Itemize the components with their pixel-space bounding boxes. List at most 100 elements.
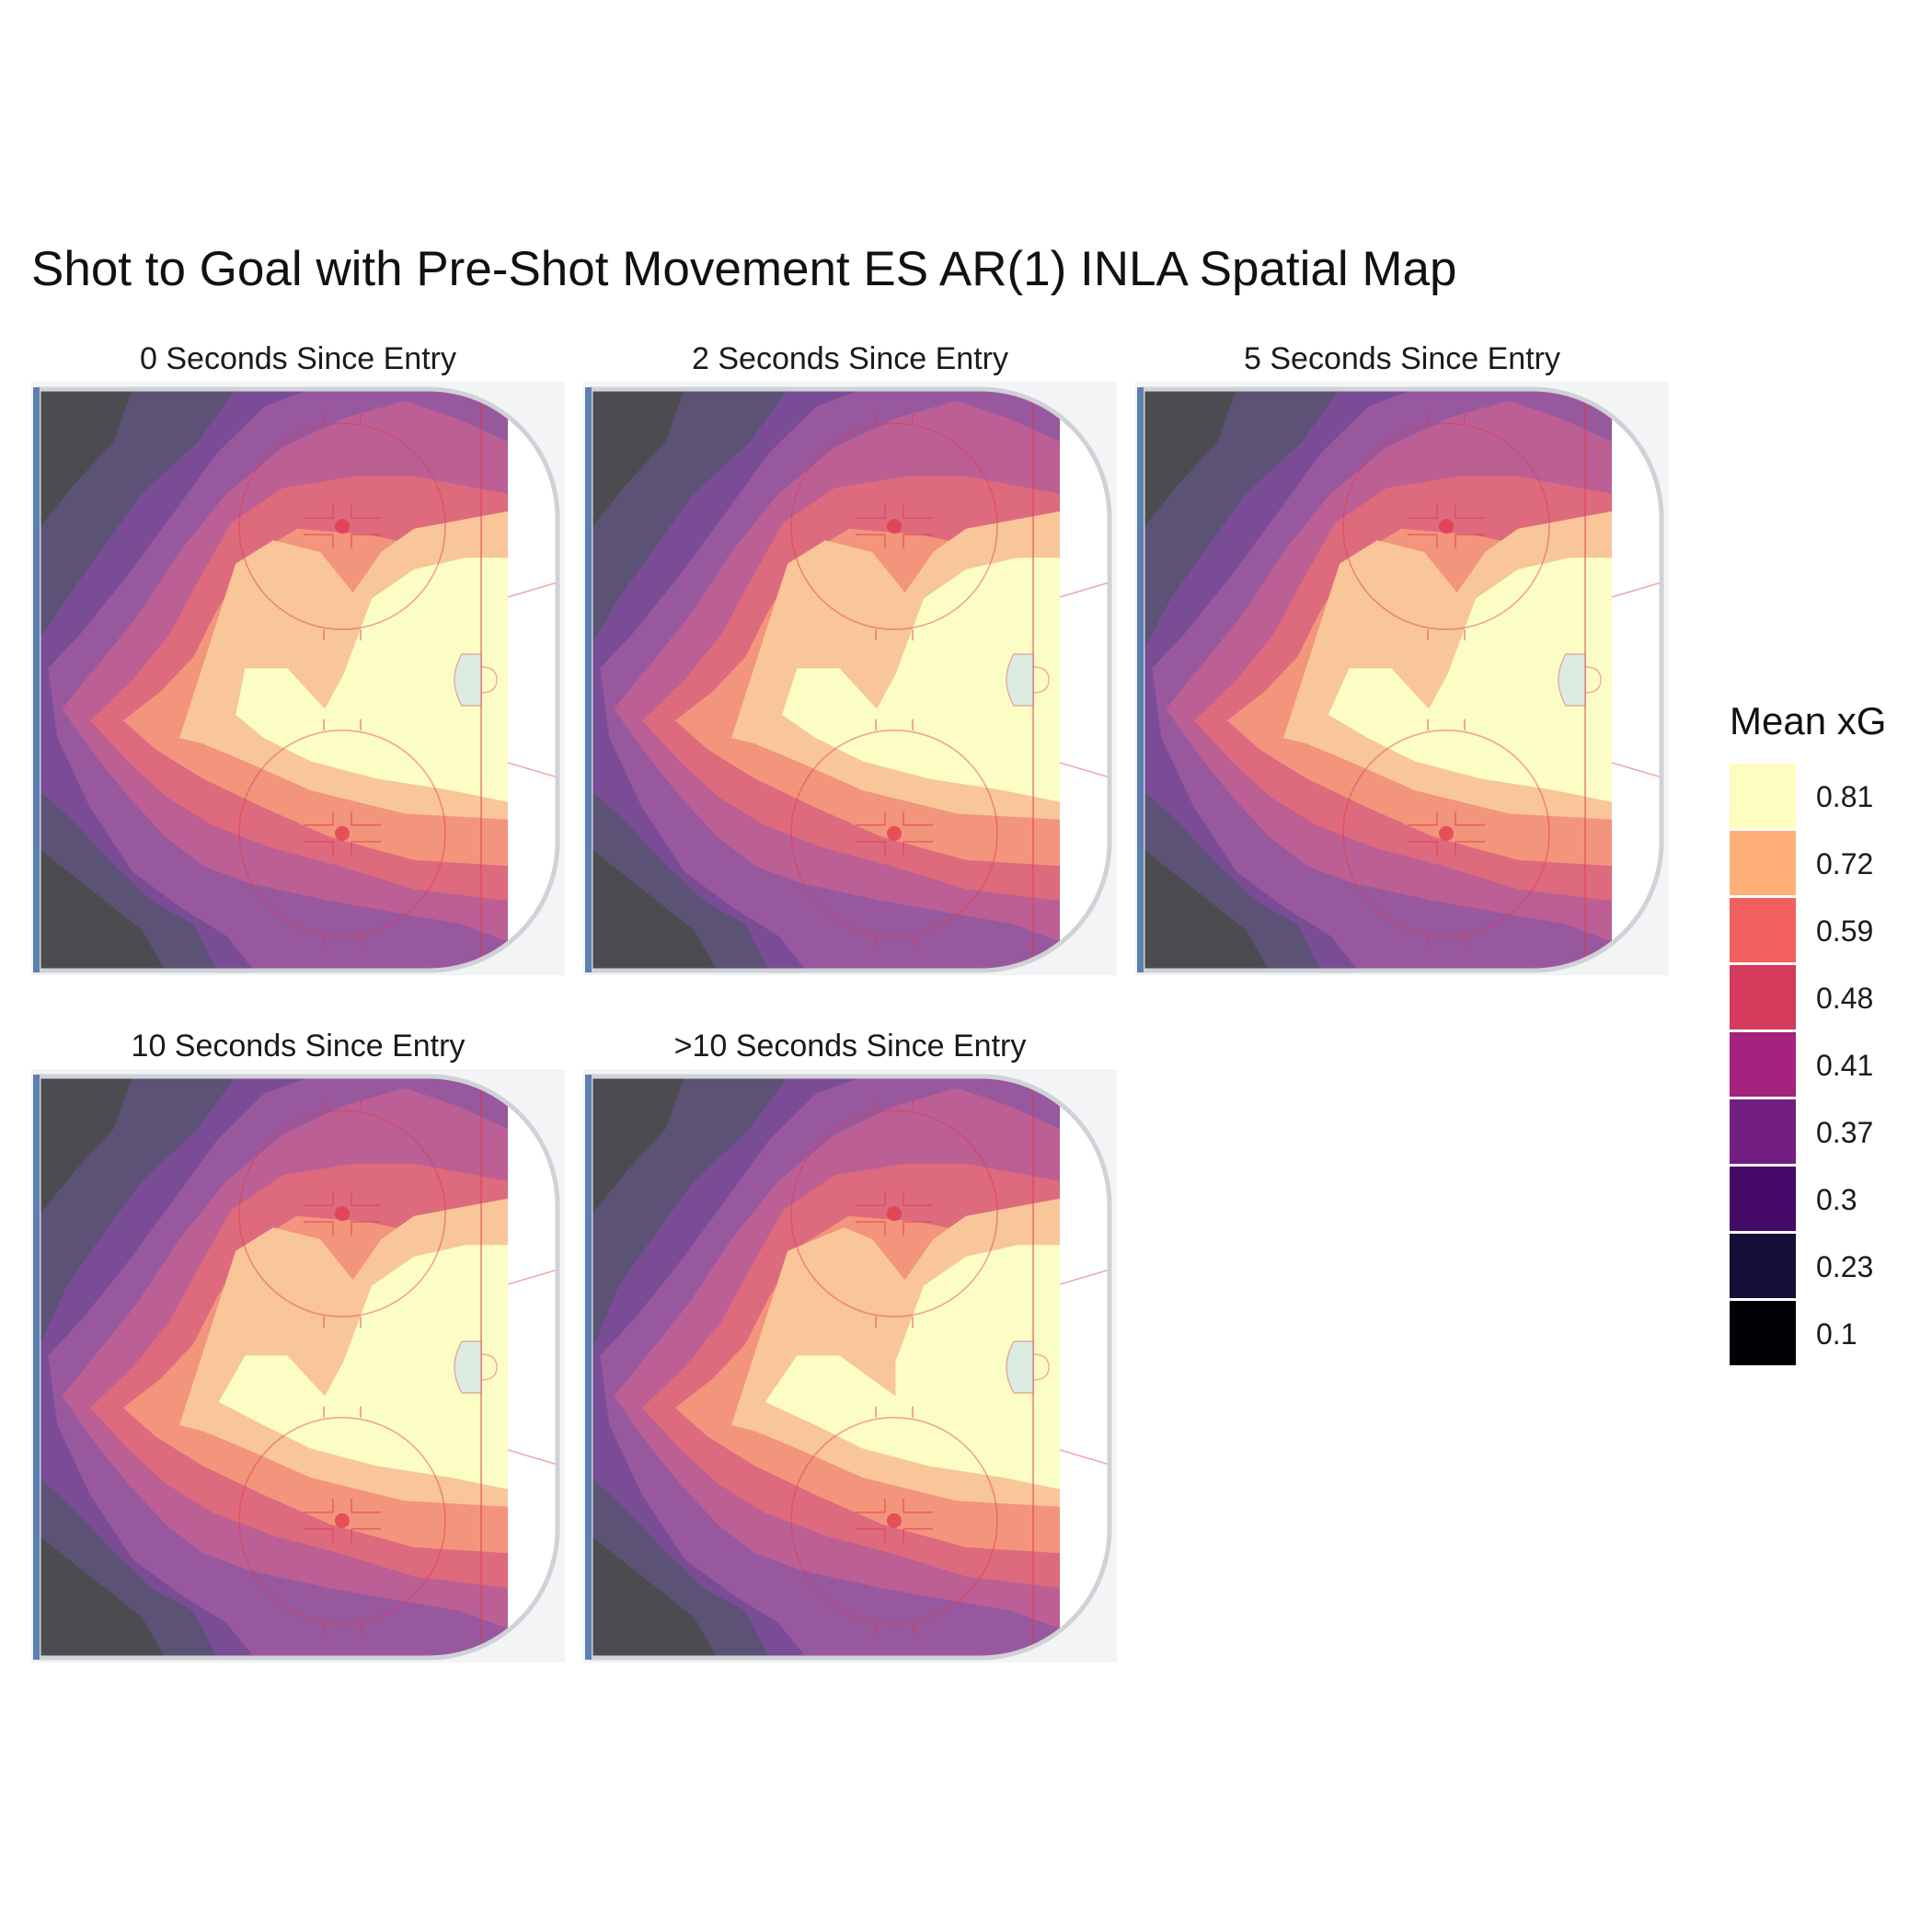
- xg-contour-band: [236, 558, 508, 802]
- facet-title: 2 Seconds Since Entry: [692, 341, 1008, 376]
- faceoff-dot: [887, 1512, 902, 1528]
- legend-item: 0.3: [1730, 1167, 1914, 1233]
- legend-swatch: [1730, 831, 1796, 897]
- faceoff-dot: [335, 1206, 350, 1222]
- faceoff-dot: [335, 519, 350, 535]
- faceoff-circle: [238, 1417, 446, 1625]
- legend-title: Mean xG: [1730, 699, 1887, 742]
- facet-title: 0 Seconds Since Entry: [140, 341, 456, 376]
- faceoff-circle: [238, 422, 446, 630]
- legend-swatch: [1730, 965, 1796, 1031]
- facet-panel: 10 Seconds Since Entry: [31, 1023, 565, 1662]
- trapezoid-line: [507, 1269, 558, 1285]
- goal-crease: [1558, 653, 1586, 707]
- legend-label: 0.81: [1816, 780, 1874, 813]
- rink-map: [583, 382, 1117, 975]
- faceoff-circle: [790, 1417, 998, 1625]
- faceoff-circle: [238, 1110, 446, 1317]
- goal-crease: [454, 653, 482, 707]
- facet-panel: 5 Seconds Since Entry: [1135, 336, 1669, 975]
- xg-contour-band: [218, 1245, 509, 1489]
- trapezoid-line: [1611, 581, 1662, 598]
- rink-boards: [36, 386, 560, 973]
- legend-swatch: [1730, 764, 1796, 830]
- blue-line: [585, 1075, 592, 1660]
- blue-line: [1137, 387, 1144, 972]
- faceoff-circle: [1342, 730, 1550, 937]
- trapezoid-line: [1059, 1449, 1110, 1466]
- blue-line: [585, 387, 592, 972]
- legend-item: 0.23: [1730, 1234, 1914, 1300]
- rink-boards: [36, 1074, 560, 1661]
- xg-contour-band: [765, 1245, 1060, 1489]
- trapezoid-line: [507, 1449, 558, 1466]
- trapezoid-line: [507, 581, 558, 598]
- legend-label: 0.41: [1816, 1049, 1874, 1082]
- blue-line: [33, 1075, 40, 1660]
- facet-title: 10 Seconds Since Entry: [131, 1029, 466, 1064]
- trapezoid-line: [1059, 762, 1110, 778]
- trapezoid-line: [507, 762, 558, 778]
- goal-net: [480, 1353, 498, 1381]
- xg-contour-band: [1328, 558, 1612, 802]
- faceoff-circle: [238, 730, 446, 937]
- legend-label: 0.37: [1816, 1116, 1874, 1149]
- goal-crease: [454, 1340, 482, 1394]
- facet-panel: 2 Seconds Since Entry: [583, 336, 1117, 975]
- legend-label: 0.59: [1816, 914, 1874, 948]
- facet-title: 5 Seconds Since Entry: [1244, 341, 1560, 376]
- facet-title: >10 Seconds Since Entry: [673, 1029, 1027, 1064]
- blue-line: [33, 387, 40, 972]
- facet-panel: 0 Seconds Since Entry: [31, 336, 565, 975]
- faceoff-dot: [335, 1512, 350, 1528]
- rink-map: [31, 1069, 565, 1662]
- trapezoid-line: [1059, 1269, 1110, 1285]
- legend-item: 0.59: [1730, 898, 1914, 964]
- rink-boards: [588, 386, 1112, 973]
- goal-net: [1584, 666, 1602, 694]
- legend-label: 0.48: [1816, 982, 1874, 1015]
- legend-swatch: [1730, 1167, 1796, 1233]
- trapezoid-line: [1059, 581, 1110, 598]
- faceoff-circle: [790, 730, 998, 937]
- goal-crease: [1006, 1340, 1034, 1394]
- legend: Mean xG 0.81 0.72 0.59 0.48 0.41 0.37 0.3 0.23 0…: [1730, 699, 1923, 1371]
- legend-swatch: [1730, 898, 1796, 964]
- faceoff-dot: [335, 825, 350, 841]
- rink-boards: [1140, 386, 1664, 973]
- legend-item: 0.81: [1730, 764, 1914, 830]
- legend-swatch: [1730, 1032, 1796, 1098]
- xg-contour-band: [782, 558, 1060, 802]
- faceoff-circle: [790, 1110, 998, 1317]
- goal-net: [1032, 666, 1050, 694]
- legend-label: 0.23: [1816, 1250, 1874, 1283]
- rink-boards: [588, 1074, 1112, 1661]
- legend-item: 0.1: [1730, 1301, 1914, 1367]
- rink-map: [583, 1069, 1117, 1662]
- rink-map: [31, 382, 565, 975]
- goal-crease: [1006, 653, 1034, 707]
- faceoff-dot: [887, 519, 902, 535]
- faceoff-circle: [790, 422, 998, 630]
- legend-swatch: [1730, 1099, 1796, 1166]
- legend-swatch: [1730, 1234, 1796, 1300]
- faceoff-dot: [1439, 519, 1454, 535]
- legend-item: 0.41: [1730, 1032, 1914, 1098]
- legend-item: 0.48: [1730, 965, 1914, 1031]
- faceoff-dot: [887, 1206, 902, 1222]
- legend-swatch: [1730, 1301, 1796, 1367]
- goal-net: [1032, 1353, 1050, 1381]
- legend-item: 0.72: [1730, 831, 1914, 897]
- facet-panel: >10 Seconds Since Entry: [583, 1023, 1117, 1662]
- legend-label: 0.72: [1816, 847, 1874, 880]
- faceoff-dot: [887, 825, 902, 841]
- trapezoid-line: [1611, 762, 1662, 778]
- goal-net: [480, 666, 498, 694]
- legend-item: 0.37: [1730, 1099, 1914, 1166]
- rink-map: [1135, 382, 1669, 975]
- faceoff-dot: [1439, 825, 1454, 841]
- faceoff-circle: [1342, 422, 1550, 630]
- legend-label: 0.3: [1816, 1183, 1857, 1216]
- legend-label: 0.1: [1816, 1317, 1857, 1351]
